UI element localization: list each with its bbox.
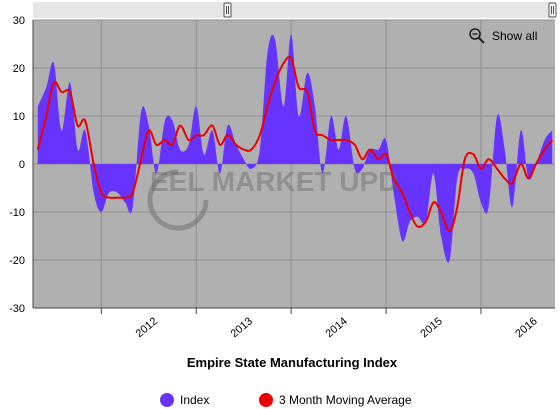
y-tick-label: 30 <box>13 15 25 27</box>
navigator-right-handle[interactable] <box>548 2 557 18</box>
y-tick-label: -30 <box>9 303 25 315</box>
x-tick-label: 2012 <box>134 315 160 340</box>
y-tick-label: -10 <box>9 207 25 219</box>
x-tick-label: 2013 <box>229 315 255 340</box>
index-area <box>37 34 553 263</box>
legend-label-index: Index <box>180 393 209 407</box>
legend-item-index[interactable]: Index <box>160 393 209 407</box>
show-all-button[interactable]: Show all <box>465 26 545 46</box>
index-series <box>37 34 553 263</box>
y-tick-label: -20 <box>9 255 25 267</box>
watermark-text: EEL MARKET UPD <box>150 166 398 197</box>
moving-average-line <box>36 55 553 233</box>
show-all-label[interactable]: Show all <box>492 29 537 43</box>
navigator-track[interactable] <box>33 2 555 18</box>
legend-label-moving-average: 3 Month Moving Average <box>279 393 412 407</box>
legend: Index 3 Month Moving Average <box>160 393 412 407</box>
watermark-logo <box>147 169 209 231</box>
x-tick-label: 2014 <box>323 315 349 340</box>
chart-title: Empire State Manufacturing Index <box>187 355 398 370</box>
legend-item-moving-average[interactable]: 3 Month Moving Average <box>259 393 412 407</box>
moving-average-series <box>36 55 553 233</box>
y-tick-label: 10 <box>13 111 25 123</box>
y-tick-label: 0 <box>19 159 25 171</box>
y-tick-label: 20 <box>13 63 25 75</box>
navigator-left-handle[interactable] <box>223 2 232 18</box>
x-tick-label: 2016 <box>513 315 539 340</box>
zoom-icon <box>469 28 485 44</box>
x-tick-label: 2015 <box>418 315 444 340</box>
